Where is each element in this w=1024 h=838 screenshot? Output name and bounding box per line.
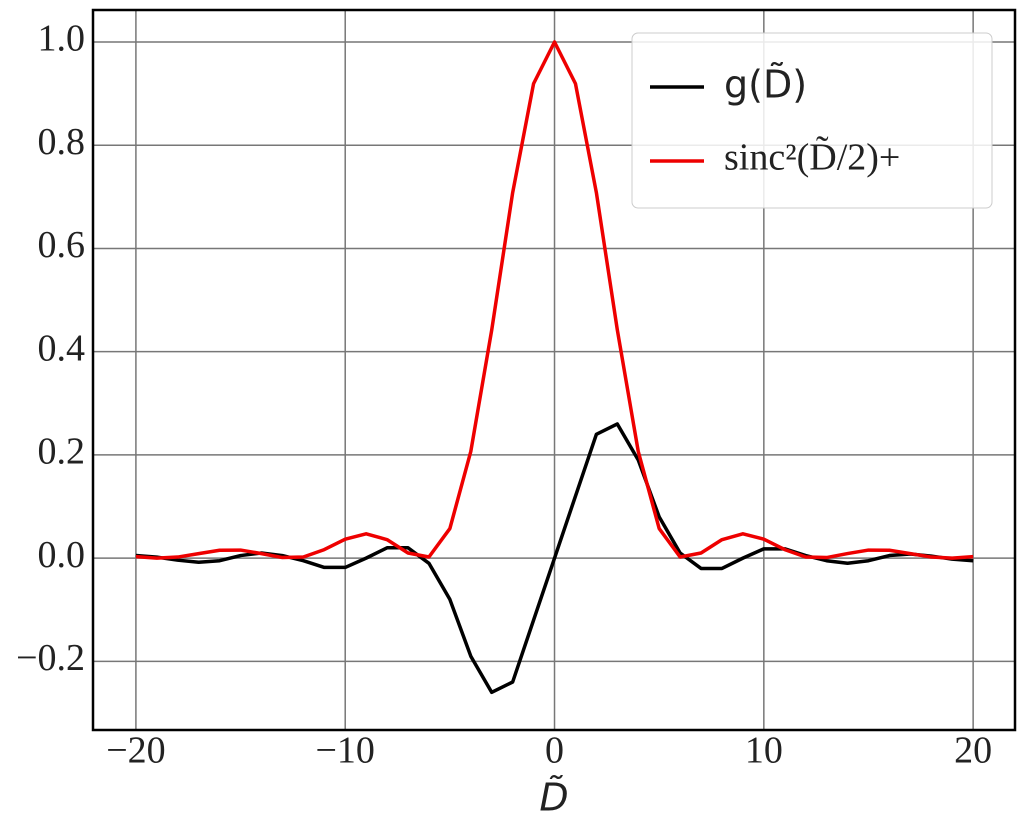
x-tick-label: 20: [954, 730, 992, 772]
y-tick-label: 0.8: [38, 121, 86, 163]
x-tick-label: −10: [315, 730, 374, 772]
x-tick-label: 10: [745, 730, 783, 772]
legend-label: sinc²(D̃/2)+: [724, 136, 900, 179]
y-tick-label: 0.6: [38, 224, 86, 266]
y-tick-label: 0.4: [38, 327, 86, 369]
legend-label: g(D̃): [724, 63, 807, 107]
x-tick-label: 0: [545, 730, 564, 772]
plot-frame: [91, 8, 1017, 732]
y-tick-label: 0.2: [38, 431, 86, 473]
y-tick-label: 1.0: [38, 18, 86, 60]
y-tick-label: −0.2: [16, 637, 85, 679]
x-tick-label: −20: [106, 730, 165, 772]
x-axis-label: D̃: [539, 776, 568, 820]
y-tick-label: 0.0: [38, 534, 86, 576]
series-line: [135, 40, 974, 560]
legend-box: [631, 32, 993, 209]
